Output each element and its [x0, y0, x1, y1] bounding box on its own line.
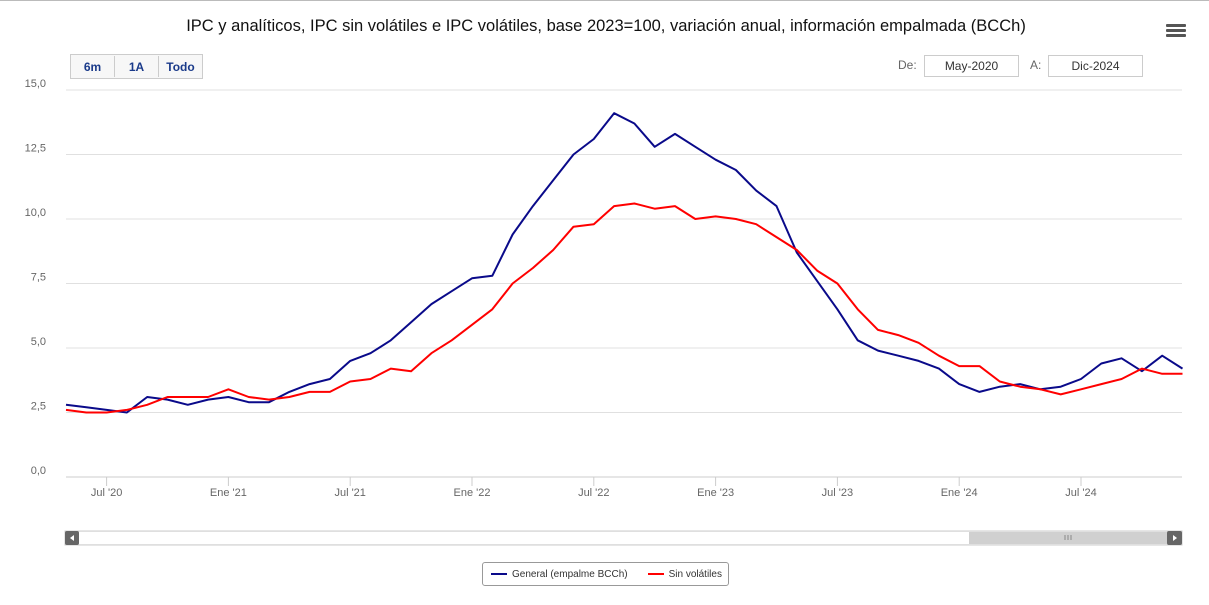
x-axis-ticks: Jul '20 Ene '21 Jul '21 Ene '22 Jul '22 Ene '…	[91, 477, 1097, 499]
to-date-label: A:	[1030, 58, 1042, 72]
x-tick-label: Jul '23	[822, 487, 853, 499]
x-tick-label: Jul '21	[334, 487, 365, 499]
x-tick-label: Jul '24	[1065, 487, 1096, 499]
legend-item-general[interactable]: General (empalme BCCh)	[491, 569, 628, 580]
navigator-window[interactable]	[79, 532, 969, 544]
y-tick-label: 10,0	[25, 207, 46, 219]
range-todo-button[interactable]: Todo	[159, 56, 202, 77]
x-tick-label: Ene '22	[454, 487, 491, 499]
series-line-sin-volatiles[interactable]	[65, 202, 1183, 414]
y-tick-label: 2,5	[31, 401, 46, 413]
x-tick-label: Ene '23	[697, 487, 734, 499]
to-date-input[interactable]: Dic-2024	[1048, 55, 1143, 77]
x-tick-label: Ene '24	[941, 487, 978, 499]
y-tick-label: 5,0	[31, 336, 46, 348]
from-date-label: De:	[898, 58, 917, 72]
from-date-input[interactable]: May-2020	[924, 55, 1019, 77]
arrow-right-icon	[1173, 535, 1177, 541]
top-border	[0, 0, 1209, 1]
x-tick-label: Ene '21	[210, 487, 247, 499]
menu-bar	[1166, 34, 1186, 37]
legend-swatch-general	[491, 573, 507, 575]
range-1a-button[interactable]: 1A	[115, 56, 159, 77]
legend-swatch-sin-volatiles	[647, 573, 664, 575]
series-line-general[interactable]	[65, 112, 1184, 414]
y-tick-label: 0,0	[31, 465, 46, 477]
grid-lines	[66, 89, 1182, 478]
menu-bar	[1166, 24, 1186, 27]
legend-item-sin-volatiles[interactable]: Sin volátiles	[647, 568, 722, 580]
chart-title: IPC y analíticos, IPC sin volátiles e IP…	[186, 17, 1026, 35]
chart-legend: General (empalme BCCh) Sin volátiles	[482, 562, 729, 586]
legend-label-sin-volatiles: Sin volátiles	[668, 568, 722, 580]
arrow-left-icon	[70, 535, 74, 541]
x-tick-label: Jul '20	[91, 487, 122, 499]
y-tick-label: 12,5	[25, 143, 46, 155]
y-tick-label: 15,0	[25, 78, 46, 90]
range-selector: 6m 1A Todo	[70, 54, 203, 79]
hamburger-menu-icon[interactable]	[1166, 24, 1186, 42]
legend-label-general: General (empalme BCCh)	[512, 568, 628, 580]
range-6m-button[interactable]: 6m	[71, 56, 115, 77]
y-tick-label: 7,5	[31, 272, 46, 284]
menu-bar	[1166, 29, 1186, 32]
y-axis-ticks: 0,0 2,5 5,0 7,5 10,0 12,5 15,0	[25, 78, 46, 477]
grip-icon	[1064, 535, 1072, 540]
navigator[interactable]	[64, 530, 1183, 546]
series-lines	[65, 112, 1184, 414]
x-tick-label: Jul '22	[578, 487, 609, 499]
